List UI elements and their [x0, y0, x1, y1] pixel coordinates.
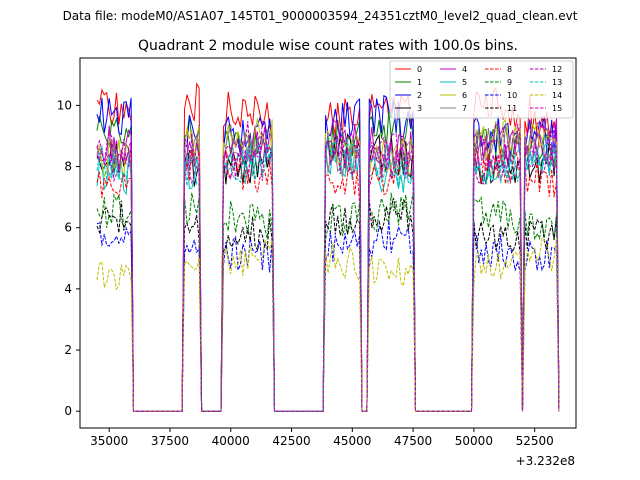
y-axis: 0 2 4 6 8 10 [57, 98, 80, 418]
series-line-13 [96, 134, 560, 412]
legend-label: 8 [507, 65, 512, 74]
y-tick-label: 0 [64, 404, 72, 418]
series-line-15 [96, 119, 560, 412]
x-tick-label: 35000 [90, 434, 128, 448]
x-tick-label: 37500 [151, 434, 189, 448]
legend-label: 12 [552, 65, 562, 74]
plot-lines [96, 81, 560, 412]
axes-frame [79, 57, 577, 429]
legend-label: 3 [417, 104, 422, 113]
series-line-14 [96, 237, 560, 412]
legend-label: 10 [507, 91, 517, 100]
x-tick-label: 40000 [212, 434, 250, 448]
series-line-11 [96, 197, 560, 412]
x-tick-label: 45000 [333, 434, 371, 448]
legend-label: 0 [417, 65, 422, 74]
series-line-8 [96, 149, 560, 412]
legend-box [389, 60, 574, 119]
legend-label: 5 [462, 78, 467, 87]
legend-label: 13 [552, 78, 562, 87]
legend-label: 2 [417, 91, 422, 100]
y-tick-label: 2 [64, 343, 72, 357]
x-tick-label: 50000 [455, 434, 493, 448]
series-line-9 [96, 192, 560, 412]
y-tick-label: 10 [57, 98, 72, 112]
y-tick-label: 8 [64, 160, 72, 174]
x-axis: 35000 37500 40000 42500 45000 47500 50000 52500 [90, 428, 554, 448]
chart-title: Quadrant 2 module wise count rates with … [138, 38, 518, 54]
y-tick-label: 6 [64, 221, 72, 235]
legend-label: 4 [462, 65, 467, 74]
x-tick-label: 42500 [272, 434, 310, 448]
legend-label: 14 [552, 91, 562, 100]
x-axis-offset-label: +3.232e8 [516, 454, 575, 468]
legend-label: 15 [552, 104, 562, 113]
legend-label: 9 [507, 78, 512, 87]
legend-label: 1 [417, 78, 422, 87]
x-tick-label: 52500 [516, 434, 554, 448]
legend-label: 6 [462, 91, 467, 100]
series-line-5 [96, 138, 560, 412]
x-tick-label: 47500 [394, 434, 432, 448]
series-line-10 [96, 220, 560, 412]
figure-suptitle: Data file: modeM0/AS1A07_145T01_90000035… [63, 9, 578, 23]
legend-label: 7 [462, 104, 467, 113]
y-tick-label: 4 [64, 282, 72, 296]
legend-label: 11 [507, 104, 517, 113]
